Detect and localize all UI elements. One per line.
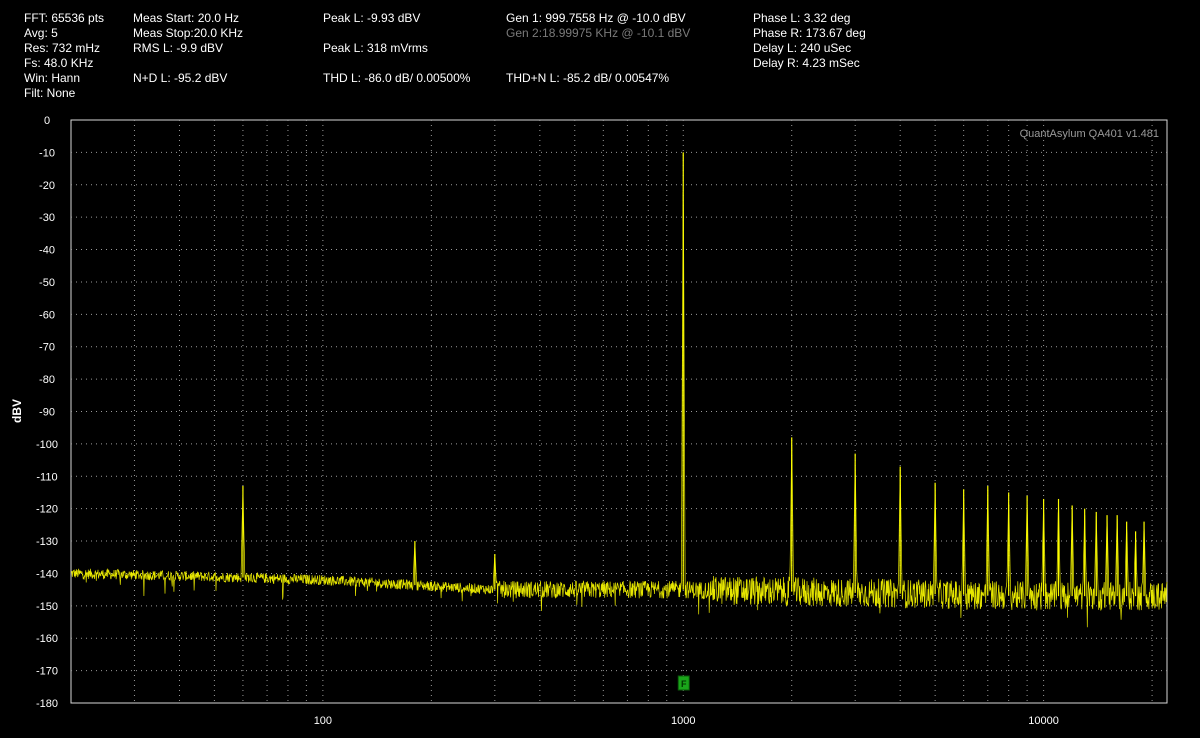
- y-tick-label: -50: [39, 277, 55, 289]
- y-tick-label: -120: [36, 504, 58, 516]
- y-tick-label: -10: [39, 147, 55, 159]
- delay-right-readout: Delay R: 4.23 mSec: [753, 56, 860, 70]
- y-tick-label: 0: [44, 115, 50, 127]
- y-tick-label: -90: [39, 407, 55, 419]
- frequency-marker[interactable]: F: [677, 675, 690, 691]
- phase-left-readout: Phase L: 3.32 deg: [753, 11, 851, 25]
- phase-right-readout: Phase R: 173.67 deg: [753, 26, 866, 40]
- x-tick-label: 100: [314, 715, 332, 727]
- fft-size-readout: FFT: 65536 pts: [24, 11, 105, 25]
- y-tick-label: -140: [36, 568, 58, 580]
- x-tick-label: 1000: [671, 715, 695, 727]
- y-tick-label: -30: [39, 212, 55, 224]
- y-tick-label: -80: [39, 374, 55, 386]
- marker-flag[interactable]: [677, 675, 690, 691]
- generator-1-readout: Gen 1: 999.7558 Hz @ -10.0 dBV: [506, 11, 686, 25]
- filter-readout: Filt: None: [24, 86, 76, 100]
- y-axis-label: dBV: [10, 399, 24, 423]
- meas-stop-readout: Meas Stop:20.0 KHz: [133, 26, 244, 40]
- peak-left-dbv-readout: Peak L: -9.93 dBV: [323, 11, 421, 25]
- noise-distortion-left-readout: N+D L: -95.2 dBV: [133, 71, 228, 85]
- marker-label: F: [681, 679, 687, 689]
- y-tick-label: -180: [36, 698, 58, 710]
- resolution-readout: Res: 732 mHz: [24, 41, 101, 55]
- y-tick-label: -100: [36, 439, 58, 451]
- y-tick-label: -40: [39, 245, 55, 257]
- y-tick-label: -150: [36, 601, 58, 613]
- y-tick-label: -170: [36, 666, 58, 678]
- plot-frame: [70, 119, 1168, 704]
- watermark-label: QuantAsylum QA401 v1.481: [1020, 128, 1159, 140]
- averages-readout: Avg: 5: [24, 26, 58, 40]
- delay-left-readout: Delay L: 240 uSec: [753, 41, 852, 55]
- thd-left-readout: THD L: -86.0 dB/ 0.00500%: [323, 71, 471, 85]
- y-tick-label: -110: [36, 471, 57, 483]
- y-tick-label: -20: [39, 180, 55, 192]
- y-tick-labels: 0 -10 -20 -30 -40 -50 -60 -70 -80 -90 -100 -110 -120…: [36, 115, 58, 710]
- x-tick-labels: 100 1000 10000: [314, 715, 1059, 727]
- spectrum-trace: [70, 152, 1168, 628]
- sample-rate-readout: Fs: 48.0 KHz: [24, 56, 94, 70]
- y-tick-label: -70: [39, 342, 55, 354]
- y-tick-label: -60: [39, 309, 55, 321]
- window-readout: Win: Hann: [24, 71, 81, 85]
- y-tick-label: -160: [36, 633, 58, 645]
- meas-start-readout: Meas Start: 20.0 Hz: [133, 11, 240, 25]
- grid-lines: [71, 120, 1167, 703]
- generator-2-readout: Gen 2:18.99975 KHz @ -10.1 dBV: [506, 26, 691, 40]
- rms-left-readout: RMS L: -9.9 dBV: [133, 41, 224, 55]
- x-tick-label: 10000: [1028, 715, 1059, 727]
- spectrum-noise-line: [70, 191, 1168, 628]
- peak-left-mvrms-readout: Peak L: 318 mVrms: [323, 41, 428, 55]
- y-tick-label: -130: [36, 536, 58, 548]
- thd-n-left-readout: THD+N L: -85.2 dB/ 0.00547%: [506, 71, 670, 85]
